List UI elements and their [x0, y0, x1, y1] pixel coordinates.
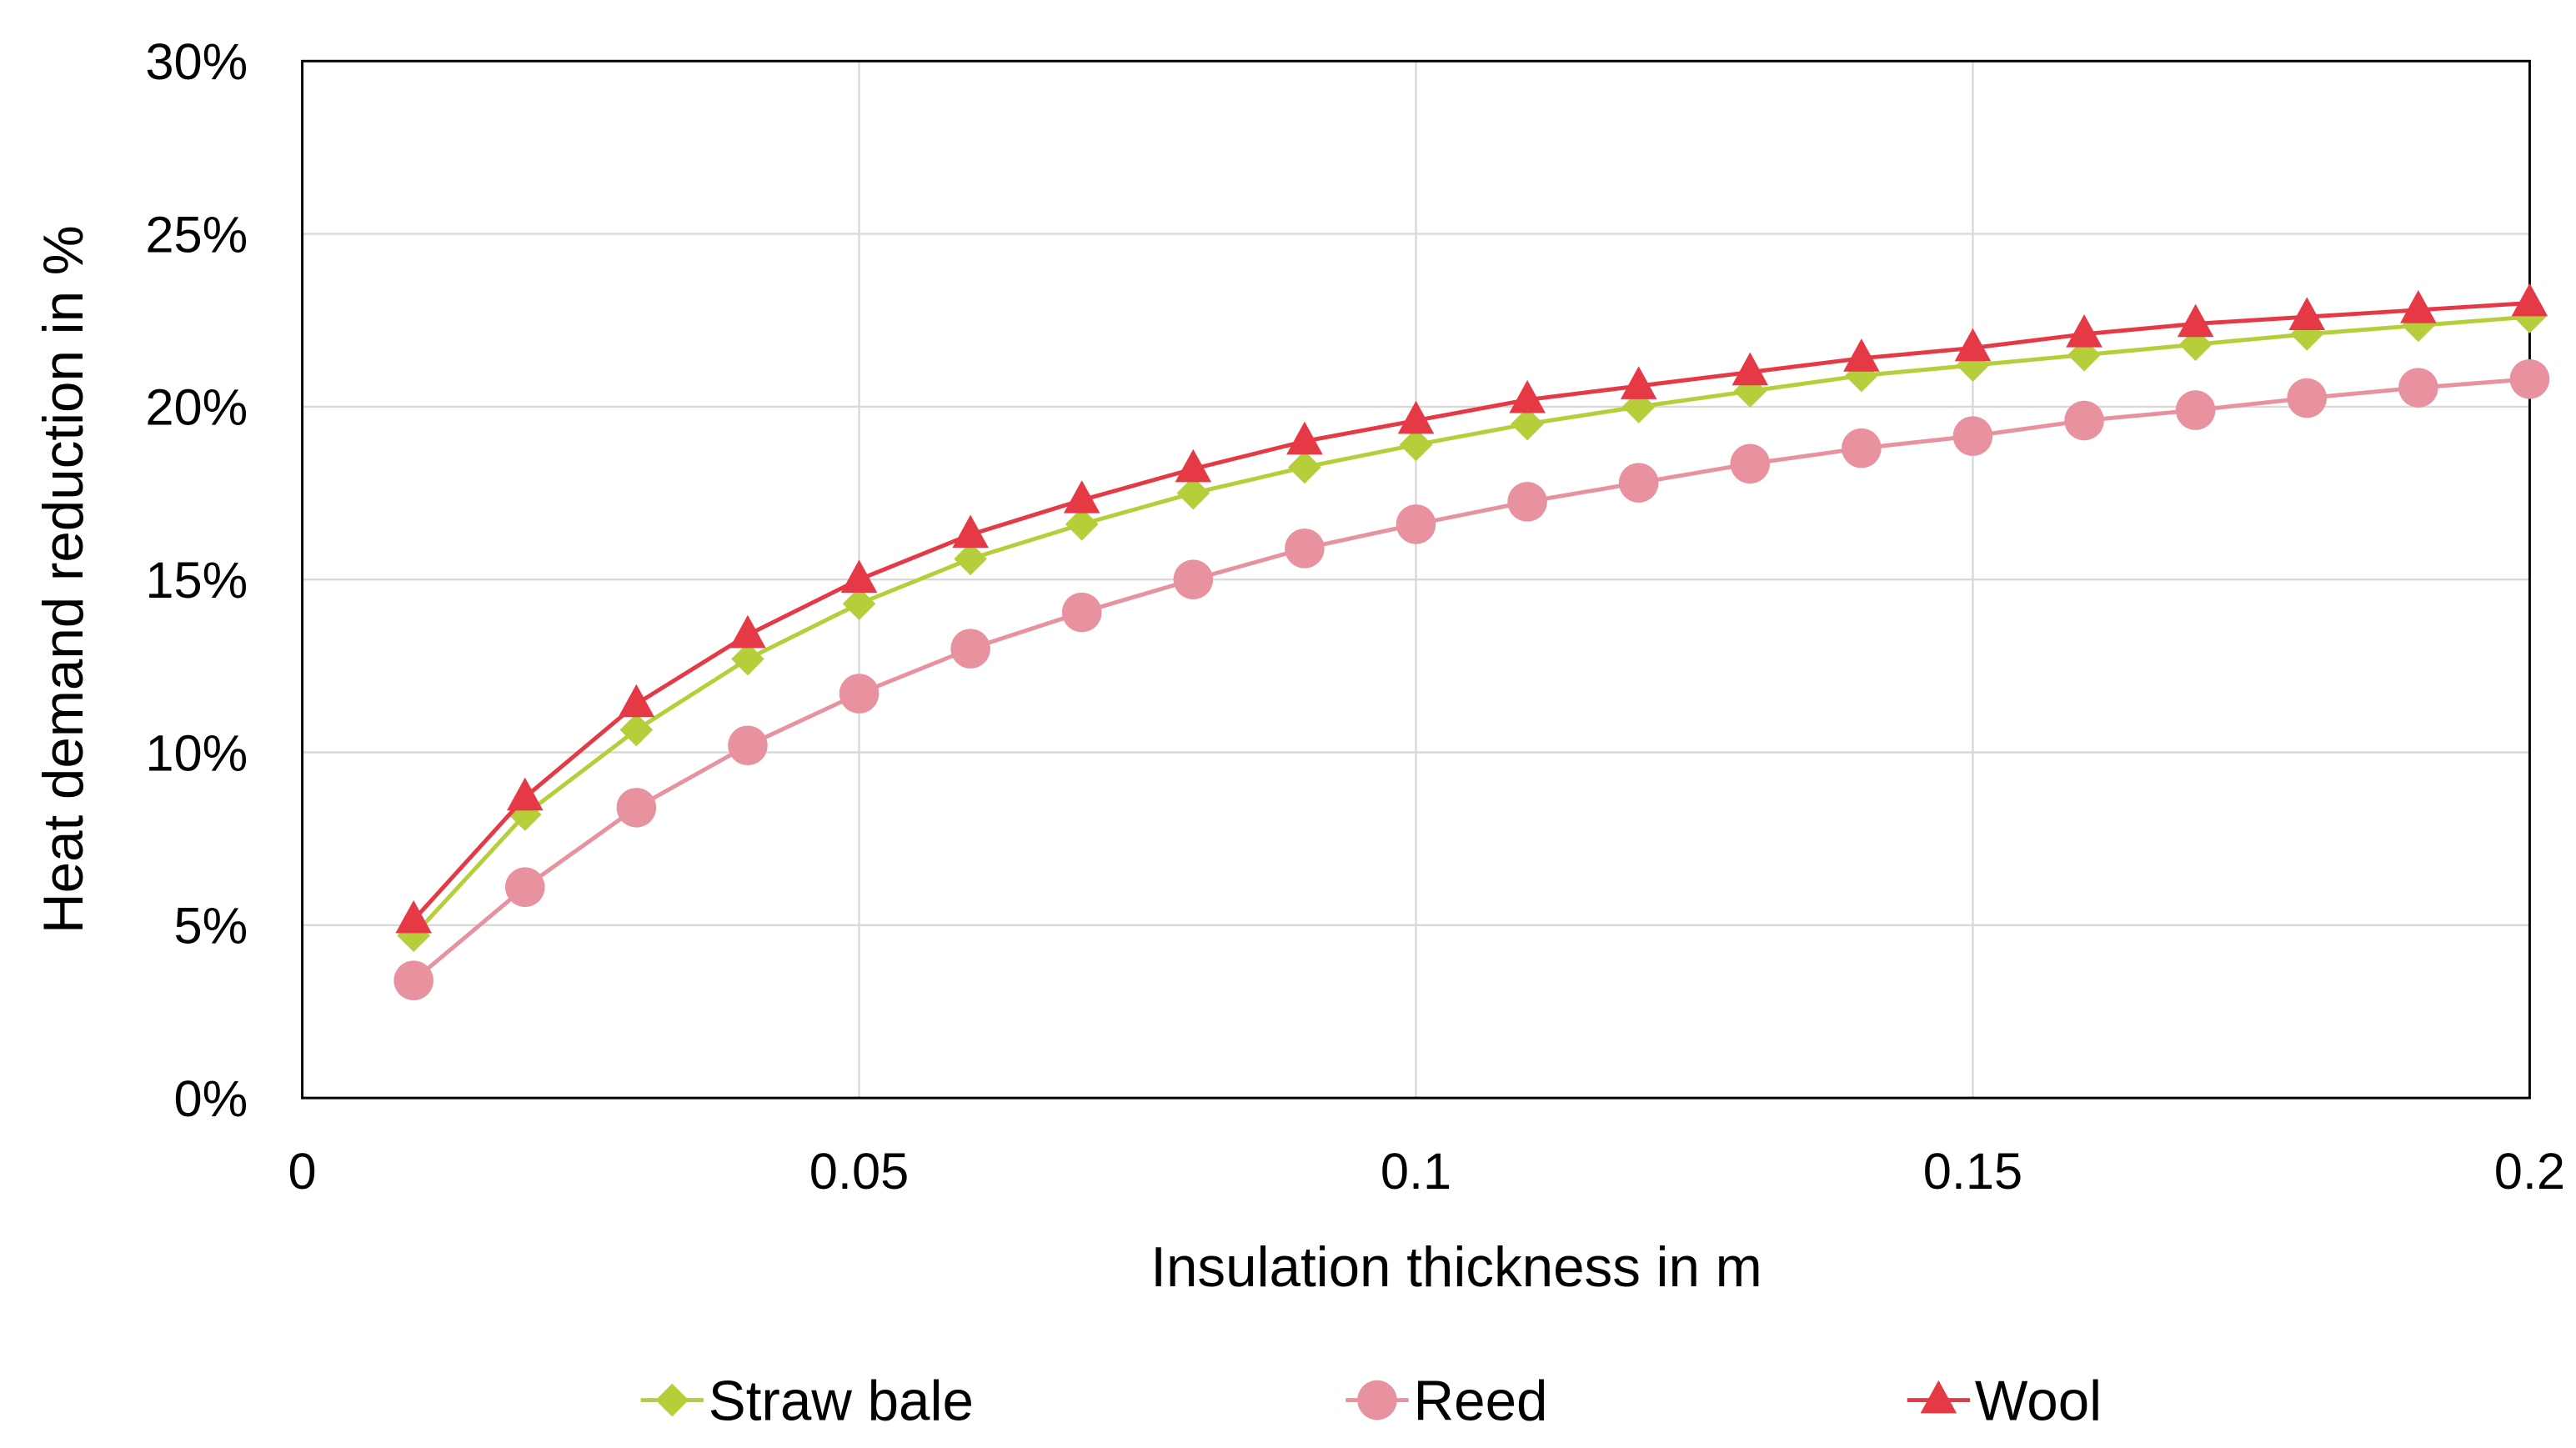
x-tick-label: 0 — [288, 1143, 317, 1200]
legend: Straw bale Reed Wool — [640, 1370, 2102, 1432]
data-point — [1396, 504, 1436, 544]
data-point — [728, 725, 768, 765]
data-point — [1175, 448, 1212, 483]
y-axis-label: Heat demand reduction in % — [33, 225, 95, 934]
data-point — [1286, 421, 1323, 455]
legend-label: Reed — [1414, 1370, 1548, 1432]
series-line — [412, 301, 2530, 922]
x-tick-label: 0.1 — [1381, 1143, 1451, 1200]
legend-label: Wool — [1975, 1370, 2102, 1432]
legend-item: Wool — [1907, 1370, 2102, 1432]
y-tick-label: 15% — [145, 552, 248, 609]
data-point — [619, 713, 654, 747]
series-line — [412, 314, 2530, 937]
legend-item: Reed — [1346, 1370, 1547, 1432]
data-point — [1618, 463, 1659, 503]
data-point — [616, 788, 657, 828]
data-point — [839, 674, 880, 714]
series-wool — [395, 283, 2548, 934]
data-point — [2400, 290, 2437, 323]
data-point — [1730, 443, 1771, 484]
data-point — [1061, 592, 1102, 633]
plot-area — [301, 59, 2531, 1100]
data-point — [1399, 428, 1433, 462]
x-tick-label: 0.05 — [809, 1143, 909, 1200]
data-point — [395, 899, 432, 934]
grid-lines — [302, 61, 2530, 1099]
series-reed — [393, 358, 2550, 1000]
x-tick-label: 0.2 — [2494, 1143, 2565, 1200]
y-tick-label: 0% — [173, 1070, 248, 1128]
data-point — [1620, 366, 1657, 399]
x-axis-ticks: 0 0.05 0.1 0.15 0.2 — [288, 1143, 2566, 1200]
y-axis-ticks: 0% 5% 10% 15% 20% 25% 30% — [145, 33, 248, 1128]
data-point — [729, 614, 766, 649]
data-point — [2511, 283, 2548, 317]
data-point — [954, 542, 987, 576]
x-tick-label: 0.15 — [1923, 1143, 2022, 1200]
data-point — [1176, 476, 1210, 510]
legend-label: Straw bale — [709, 1370, 974, 1432]
data-point — [393, 960, 434, 1000]
y-tick-label: 10% — [145, 724, 248, 782]
data-point — [2509, 358, 2550, 399]
data-point — [2398, 368, 2438, 408]
series-straw-bale — [397, 300, 2547, 953]
data-point — [618, 684, 655, 718]
legend-item: Straw bale — [640, 1370, 974, 1432]
data-point — [952, 514, 989, 549]
data-point — [1063, 480, 1100, 514]
data-point — [1954, 328, 1992, 362]
data-point — [1285, 529, 1325, 569]
data-point — [2175, 390, 2216, 430]
data-point — [2066, 314, 2102, 348]
data-point — [842, 587, 876, 621]
legend-marker-diamond-icon — [655, 1383, 689, 1417]
legend-marker-triangle-icon — [1920, 1380, 1957, 1414]
data-point — [2064, 400, 2104, 441]
data-point — [1952, 416, 1993, 456]
data-point — [1065, 508, 1099, 541]
y-tick-label: 30% — [145, 33, 248, 91]
data-point — [506, 777, 544, 811]
y-tick-label: 5% — [173, 898, 248, 955]
data-point — [950, 629, 990, 669]
series-group — [393, 283, 2550, 1000]
data-point — [1842, 428, 1882, 468]
data-point — [1843, 338, 1880, 372]
data-point — [1507, 482, 1547, 522]
data-point — [1732, 352, 1769, 386]
data-point — [1509, 379, 1546, 413]
series-line — [412, 377, 2530, 983]
data-point — [731, 642, 764, 676]
data-point — [840, 559, 878, 594]
data-point — [2287, 378, 2328, 418]
data-point — [1288, 450, 1321, 484]
y-tick-label: 25% — [145, 206, 248, 263]
x-axis-label: Insulation thickness in m — [1150, 1236, 1762, 1299]
data-point — [2288, 297, 2326, 330]
data-point — [2177, 303, 2214, 338]
data-point — [1397, 400, 1435, 434]
legend-marker-circle-icon — [1357, 1380, 1397, 1420]
y-tick-label: 20% — [145, 379, 248, 437]
data-point — [1173, 559, 1214, 599]
data-point — [504, 867, 545, 907]
